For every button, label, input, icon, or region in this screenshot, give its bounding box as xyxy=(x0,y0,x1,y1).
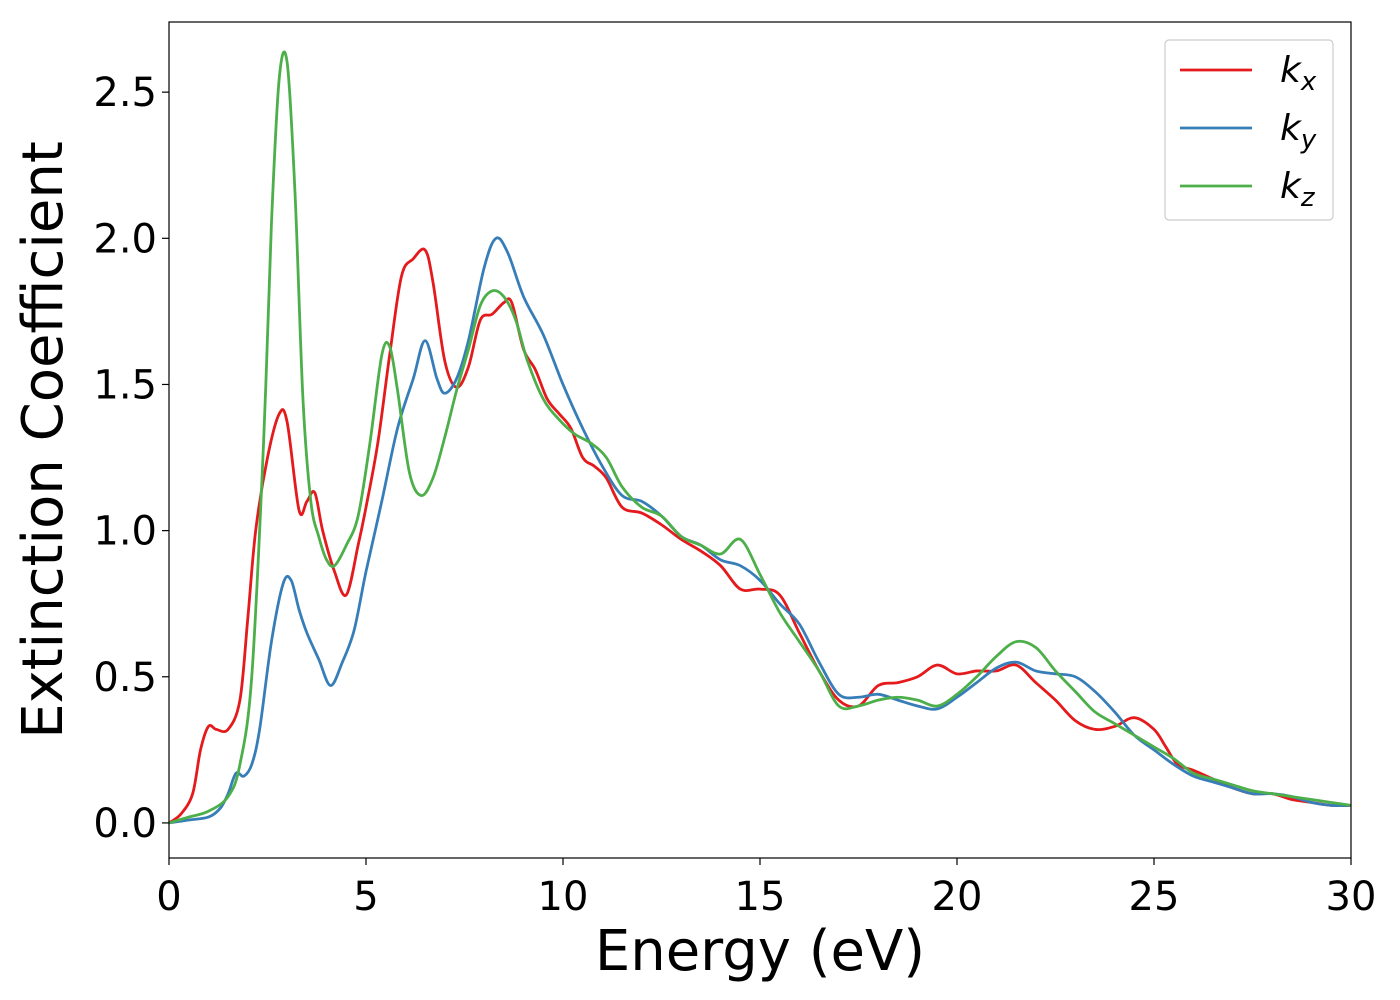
x-tick-label: 25 xyxy=(1129,874,1180,920)
y-tick-label: 2.0 xyxy=(93,216,157,262)
x-tick-label: 5 xyxy=(353,874,378,920)
x-tick-label: 0 xyxy=(156,874,181,920)
x-tick-label: 20 xyxy=(932,874,983,920)
series-layer xyxy=(168,50,1352,825)
series-line-y xyxy=(168,236,1352,825)
y-tick-label: 2.5 xyxy=(93,70,157,116)
y-axis-label: Extinction Coefficient xyxy=(11,141,76,739)
series-line-z xyxy=(168,50,1352,825)
legend-label-z: kz xyxy=(1280,166,1316,213)
legend-label-x: kx xyxy=(1280,50,1317,97)
y-tick-label: 0.0 xyxy=(93,801,157,847)
legend-box xyxy=(1164,39,1334,221)
x-tick-label: 15 xyxy=(735,874,786,920)
plot-background xyxy=(169,22,1351,858)
y-tick-label: 1.0 xyxy=(93,509,157,555)
x-tick-label: 30 xyxy=(1326,874,1377,920)
y-axis: 0.0 0.5 1.0 1.5 2.0 2.5 xyxy=(93,70,169,847)
legend-label-y: ky xyxy=(1280,108,1317,155)
y-tick-label: 1.5 xyxy=(93,362,157,408)
y-tick-label: 0.5 xyxy=(93,655,157,701)
x-axis: 0 5 10 15 20 25 30 xyxy=(156,858,1376,920)
x-axis-label: Energy (eV) xyxy=(595,919,925,984)
x-tick-label: 10 xyxy=(538,874,589,920)
legend: kx ky kz xyxy=(1164,39,1334,221)
series-line-x xyxy=(168,247,1352,825)
